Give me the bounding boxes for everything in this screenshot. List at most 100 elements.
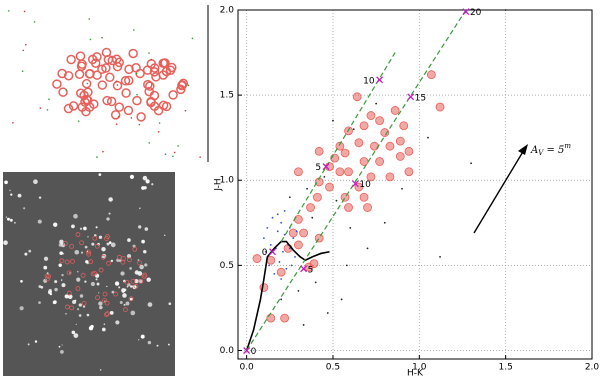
star-mark (64, 259, 70, 265)
finder-dot (39, 107, 42, 109)
star-mark (95, 295, 100, 301)
dot-point (375, 102, 378, 105)
star-mark (81, 300, 87, 306)
source-point (313, 192, 322, 202)
finder-source (121, 88, 131, 98)
star-mark (105, 311, 110, 317)
finder-source (57, 68, 67, 79)
star-mark (116, 254, 122, 260)
star (14, 221, 16, 224)
star (167, 343, 170, 346)
star (28, 249, 32, 253)
x-tick-label: 0.5 (326, 363, 340, 373)
dot-point (302, 324, 305, 326)
star (97, 283, 99, 286)
finder-dot (77, 120, 80, 122)
dot-point (470, 162, 473, 165)
finder-source (97, 80, 108, 90)
reddening-marker (269, 248, 276, 256)
finder-source (68, 101, 79, 111)
dot-point (283, 209, 286, 212)
star (114, 281, 120, 286)
finder-source (74, 69, 85, 79)
marker-label: 0 (251, 347, 257, 357)
source-point (366, 172, 376, 182)
dot-point (340, 298, 343, 301)
star (48, 288, 52, 293)
dot-point (295, 230, 298, 233)
star-mark (75, 232, 81, 237)
dot-point (335, 199, 338, 202)
extinction-arrow (473, 149, 525, 234)
star (76, 277, 81, 282)
finder-dot (158, 122, 161, 124)
star-mark (69, 305, 75, 311)
star (98, 301, 103, 306)
star-mark (137, 260, 142, 266)
finder-dot (86, 82, 89, 85)
dot-point (273, 272, 276, 275)
reddening-line (246, 9, 467, 351)
dot-point (288, 196, 291, 199)
star (84, 245, 88, 249)
star-mark (104, 236, 109, 241)
finder-dot (46, 109, 49, 111)
finder-dot (102, 150, 104, 153)
star (59, 350, 64, 354)
finder-source (102, 95, 112, 106)
star (130, 310, 136, 316)
star-mark (92, 270, 98, 276)
source-point (375, 157, 385, 166)
dot-point (290, 264, 293, 267)
star-mark (128, 296, 134, 302)
finder-source (58, 87, 68, 97)
finder-source (124, 64, 134, 75)
star (23, 207, 26, 210)
star (60, 279, 63, 281)
star (144, 263, 148, 267)
star (147, 340, 152, 345)
finder-dot (177, 145, 179, 147)
star (168, 302, 172, 306)
star (61, 273, 64, 277)
finder-source (136, 112, 146, 122)
finder-source (92, 52, 102, 62)
star-mark (66, 270, 72, 276)
finder-source (176, 84, 186, 95)
reddening-marker (300, 265, 308, 273)
star (122, 291, 124, 293)
star (141, 239, 145, 244)
finder-source (112, 80, 123, 91)
finder-dot (48, 98, 50, 100)
finder-source (63, 103, 74, 114)
star (67, 294, 73, 300)
star (69, 272, 71, 274)
star (95, 278, 98, 281)
star (80, 251, 84, 254)
star (119, 301, 123, 305)
finder-dot (135, 72, 138, 75)
star (61, 283, 66, 288)
star-mark (86, 249, 91, 255)
finder-chart-panel (3, 5, 207, 162)
dot-point (269, 244, 272, 246)
finder-source (120, 76, 131, 86)
finder-source (101, 63, 111, 73)
star (129, 297, 133, 301)
star (9, 189, 11, 192)
finder-dot (164, 153, 167, 156)
source-point (314, 233, 324, 243)
star-mark (122, 307, 128, 313)
star (33, 179, 38, 185)
star-mark (104, 300, 110, 306)
star (108, 241, 112, 244)
star-mark (62, 240, 68, 246)
star (59, 239, 64, 245)
dot-point (504, 9, 507, 11)
source-point (266, 313, 276, 323)
star-mark (75, 286, 81, 291)
source-point (354, 138, 364, 148)
source-point (259, 283, 269, 292)
dot-point (345, 264, 348, 267)
star (58, 345, 61, 348)
